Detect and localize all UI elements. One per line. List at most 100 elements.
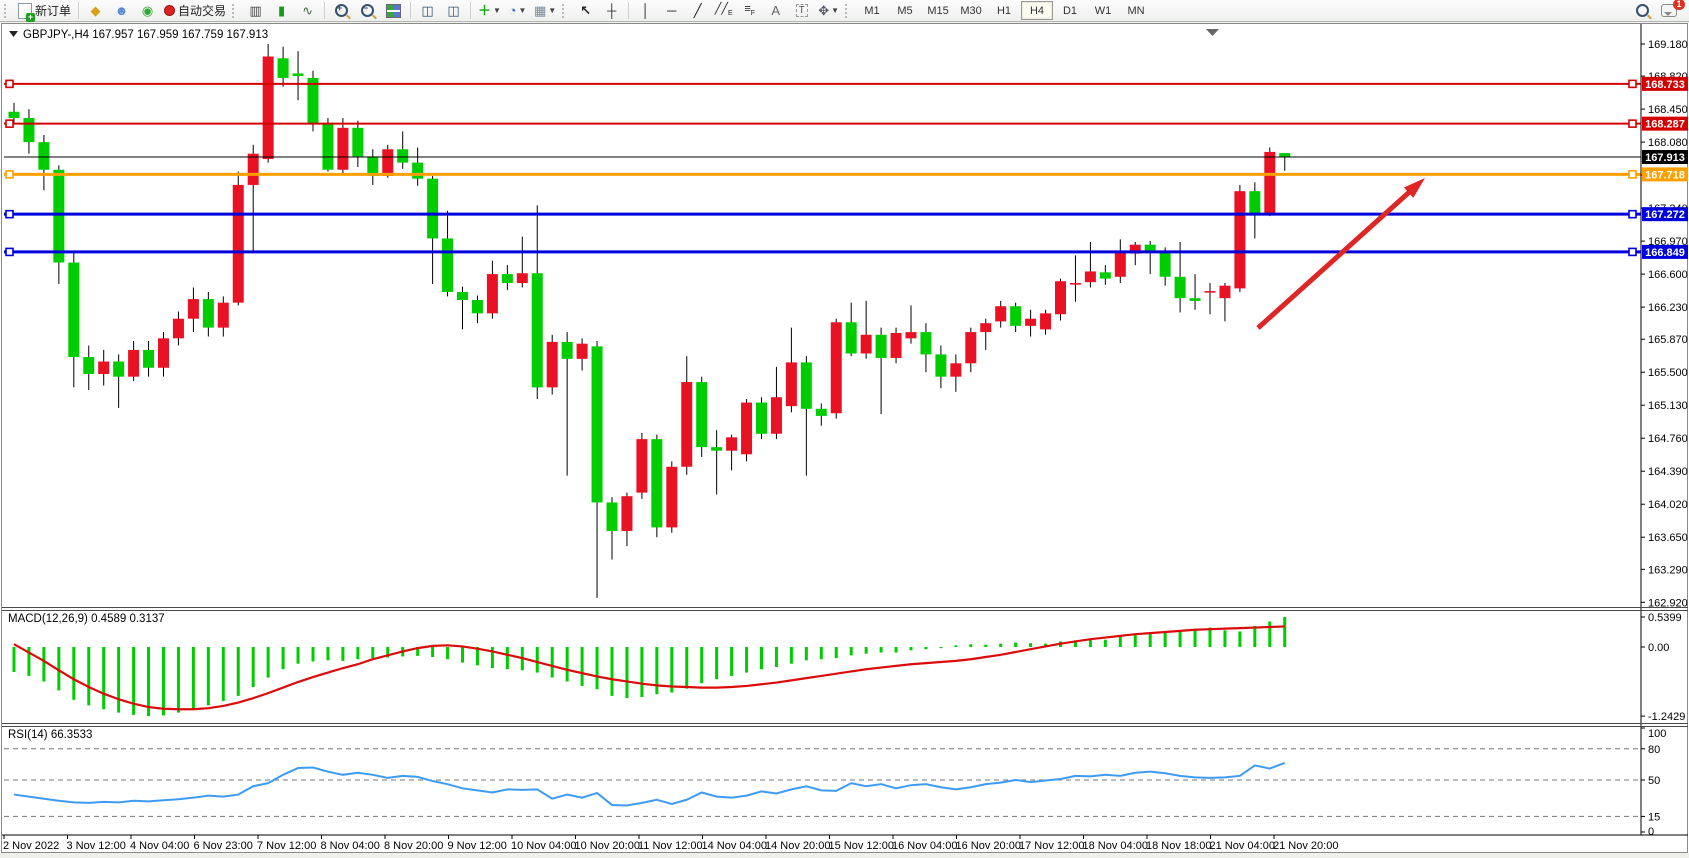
new-order-icon: +: [18, 2, 35, 22]
separator: [78, 2, 80, 19]
timeframe-d1[interactable]: D1: [1062, 4, 1078, 17]
community-button[interactable]: ☻: [109, 0, 134, 21]
timeframe-mn[interactable]: MN: [1127, 4, 1145, 17]
timeframe-m15[interactable]: M15: [927, 4, 949, 17]
candle-body: [576, 343, 588, 359]
equidistant-channel-button[interactable]: ╱╱E: [711, 0, 736, 21]
toolbar-grip[interactable]: [4, 3, 10, 18]
notifications-button[interactable]: 1: [1656, 0, 1685, 21]
candle-body: [666, 466, 678, 528]
level-handle[interactable]: [5, 247, 14, 257]
bar-chart-button[interactable]: ▥: [243, 0, 268, 21]
toolbar-grip[interactable]: [232, 3, 238, 18]
level-handle[interactable]: [5, 119, 14, 128]
candle-body: [322, 124, 334, 170]
level-handle[interactable]: [5, 170, 14, 179]
trendline-button[interactable]: ╱: [685, 0, 710, 21]
line-chart-icon: ∿: [302, 3, 313, 18]
candle-body: [8, 111, 20, 119]
price-badge-label: 167.272: [1645, 209, 1685, 221]
arrows-button[interactable]: ✥ ▼: [815, 0, 842, 21]
tile-windows-button[interactable]: [381, 0, 406, 21]
text-button[interactable]: A: [763, 0, 788, 21]
candle-body: [621, 496, 633, 531]
indicators-button[interactable]: ＋ ▼: [475, 0, 504, 21]
timeframe-m5[interactable]: M5: [897, 4, 913, 17]
level-handle[interactable]: [5, 209, 14, 219]
toolbar: + 新订单 ◆ ☻ ◉ 自动交易 ▥ ▮ ∿ + − ◫ ◫ ＋ ▼ ◔ ▼ ▦ ▼ …: [0, 0, 1689, 22]
zoom-out-button[interactable]: −: [355, 0, 380, 21]
level-handle[interactable]: [1628, 170, 1637, 179]
level-handle[interactable]: [1628, 79, 1637, 89]
timeframe-h4[interactable]: H4: [1021, 1, 1054, 20]
zoom-in-button[interactable]: +: [329, 0, 354, 21]
market-button[interactable]: ◆: [83, 0, 108, 21]
price-tick-label: 163.290: [1648, 564, 1688, 576]
cursor-button[interactable]: ↖: [573, 0, 598, 21]
candle-body: [711, 447, 723, 451]
candlestick-chart-icon: ▮: [277, 3, 286, 18]
candle-body: [860, 334, 872, 354]
timeframe-h1[interactable]: H1: [996, 4, 1012, 17]
level-handle[interactable]: [1628, 119, 1637, 128]
candle-body: [1114, 251, 1126, 277]
price-tick-label: 164.020: [1648, 499, 1688, 511]
price-badge: [1642, 244, 1688, 259]
level-handle[interactable]: [1628, 247, 1637, 257]
vertical-line-button[interactable]: │: [633, 0, 658, 21]
timeframe-m1[interactable]: M1: [864, 4, 880, 17]
macd-signal-line: [13, 625, 1285, 711]
separator: [628, 2, 630, 19]
toolbar-grip[interactable]: [562, 3, 568, 18]
trend-arrow-head[interactable]: [1403, 178, 1425, 198]
fibonacci-button[interactable]: ≡F: [737, 0, 762, 21]
candle-body: [741, 402, 753, 455]
candle-body: [471, 299, 483, 314]
candle-body: [830, 322, 842, 414]
chart-profile-prev-button[interactable]: ◫: [415, 0, 440, 21]
level-handle[interactable]: [5, 79, 14, 89]
candle-body: [113, 361, 125, 377]
signal-button[interactable]: ◉: [135, 0, 160, 21]
horizontal-line-button[interactable]: ─: [659, 0, 684, 21]
candle-body: [591, 346, 603, 503]
candle-body: [726, 437, 738, 451]
candle-body: [1279, 153, 1291, 158]
time-tick-label: 8 Nov 20:00: [384, 840, 443, 852]
candle-body: [995, 306, 1007, 322]
candle-body: [128, 349, 140, 377]
timeframe-w1[interactable]: W1: [1094, 4, 1112, 17]
candle-body: [1099, 272, 1111, 279]
line-chart-button[interactable]: ∿: [295, 0, 320, 21]
trend-arrow-line[interactable]: [1256, 186, 1415, 330]
time-tick-label: 14 Nov 04:00: [702, 840, 767, 852]
new-order-button[interactable]: + 新订单: [15, 0, 74, 22]
rsi-line: [13, 762, 1286, 807]
periods-button[interactable]: ◔ ▼: [505, 0, 530, 21]
candle-body: [187, 299, 199, 319]
toolbar-grip[interactable]: [845, 3, 851, 18]
chart-shift-marker[interactable]: [1206, 29, 1219, 36]
search-button[interactable]: [1630, 0, 1655, 21]
candle-body: [143, 349, 155, 368]
price-tick-label: 165.870: [1648, 334, 1688, 346]
candle-body: [307, 77, 319, 125]
candle-body: [561, 341, 573, 359]
horizontal-line-icon: ─: [667, 3, 677, 18]
level-handle[interactable]: [1628, 209, 1637, 219]
candlestick-chart-button[interactable]: ▮: [269, 0, 294, 21]
candle-body: [382, 149, 394, 177]
candle-body: [427, 178, 439, 239]
chart-profile-next-button[interactable]: ◫: [441, 0, 466, 21]
timeframe-m30[interactable]: M30: [960, 4, 982, 17]
price-badge-label: 167.718: [1645, 169, 1685, 181]
auto-trading-button[interactable]: 自动交易: [161, 0, 229, 21]
text-label-button[interactable]: T: [789, 0, 814, 21]
crosshair-button[interactable]: ┼: [599, 0, 624, 21]
templates-button[interactable]: ▦ ▼: [531, 0, 559, 21]
candle-body: [1144, 244, 1156, 252]
candle-body: [516, 273, 528, 284]
symbol-dropdown-icon[interactable]: [9, 31, 18, 37]
candle-body: [980, 323, 992, 333]
